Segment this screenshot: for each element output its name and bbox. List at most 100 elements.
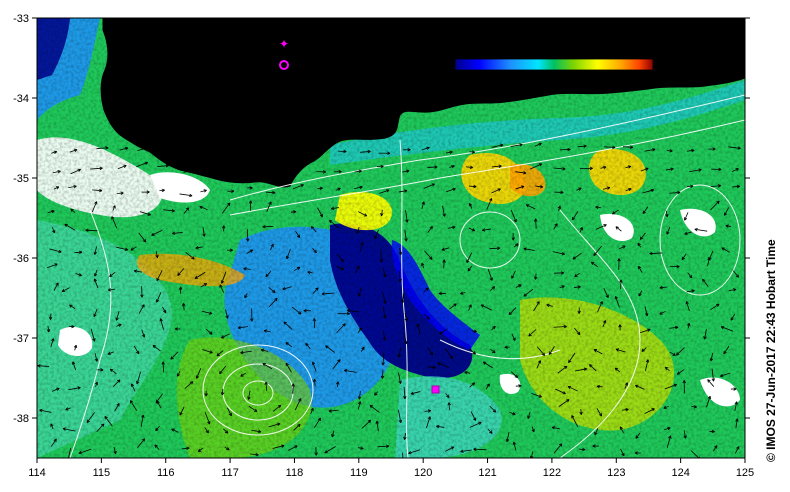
current-vector-head	[260, 348, 265, 353]
current-vector-head	[73, 148, 78, 153]
current-vector	[379, 189, 390, 194]
current-vector-head	[159, 318, 163, 322]
current-vector-head	[614, 367, 619, 371]
current-vector-head	[113, 450, 117, 455]
lon-tick-label: 120	[414, 467, 432, 479]
lon-tick-label: 115	[93, 467, 111, 479]
current-vector	[707, 257, 710, 267]
current-vector-head	[512, 412, 516, 416]
current-vector	[644, 148, 656, 152]
current-vector	[489, 405, 496, 413]
current-vector-head	[578, 187, 582, 191]
current-vector-head	[398, 419, 403, 423]
current-vector-head	[615, 226, 619, 230]
current-vector-head	[611, 211, 616, 215]
current-vector	[179, 193, 193, 197]
current-vector	[704, 328, 707, 340]
current-vector	[508, 307, 517, 316]
current-vector-head	[109, 368, 114, 372]
argo-legend: Argo	[279, 58, 324, 72]
current-vector	[382, 353, 385, 366]
current-vector	[139, 211, 151, 216]
current-vector-head	[471, 150, 475, 154]
current-vector-head	[374, 392, 378, 396]
current-vector-head	[303, 308, 307, 313]
current-vector-head	[86, 419, 90, 423]
current-vector-head	[297, 423, 301, 428]
current-vector	[104, 416, 113, 427]
current-vector-head	[237, 325, 242, 330]
current-vector	[134, 270, 142, 273]
current-vector-head	[402, 462, 405, 465]
current-vector	[282, 286, 292, 290]
current-vector	[130, 246, 137, 251]
current-vector-head	[634, 451, 638, 455]
current-vector-head	[577, 310, 581, 314]
current-vector	[292, 383, 294, 394]
current-vector	[262, 363, 273, 370]
current-vector-head	[382, 315, 387, 319]
colorbar-tick-label: 3	[650, 75, 657, 89]
current-vector-head	[386, 189, 390, 193]
current-vector	[223, 428, 229, 434]
current-vector-head	[50, 423, 54, 427]
current-vector-head	[558, 443, 563, 447]
current-vector	[314, 379, 316, 387]
velocity-scale-arrow	[168, 86, 189, 94]
current-vector-head	[645, 359, 650, 363]
current-vector	[732, 185, 740, 188]
current-vector-head	[172, 231, 176, 235]
current-vector	[177, 267, 185, 276]
current-vector-head	[596, 384, 600, 389]
argo-label: Argo	[296, 58, 324, 72]
current-vector-head	[468, 203, 473, 207]
lon-tick-label: 125	[736, 467, 754, 479]
current-vector-head	[338, 170, 342, 174]
current-vector	[427, 347, 433, 356]
current-vector-head	[625, 407, 629, 412]
current-vector	[85, 229, 98, 232]
current-vector-head	[561, 252, 565, 256]
current-vector-head	[240, 350, 244, 355]
current-vector-head	[156, 277, 160, 282]
current-vector	[251, 429, 262, 433]
current-vector-head	[439, 331, 443, 335]
current-vector	[468, 304, 472, 311]
current-vector	[603, 146, 616, 148]
current-vector	[442, 206, 445, 217]
current-vector-head	[220, 392, 225, 396]
current-vector-head	[450, 446, 455, 450]
current-vector	[427, 366, 436, 369]
current-vector	[116, 246, 128, 251]
current-vector-head	[270, 243, 274, 248]
current-vector-head	[583, 367, 588, 371]
current-vector-head	[403, 436, 407, 440]
current-vector	[735, 418, 738, 429]
current-vector	[272, 404, 282, 412]
current-vector	[546, 304, 553, 307]
current-vector-head	[387, 151, 391, 155]
current-vector-head	[582, 447, 586, 452]
latitude-axis: -33-34-35-36-37-38	[13, 13, 750, 425]
current-vector-head	[151, 232, 155, 236]
current-vector-head	[356, 230, 360, 234]
current-vector-head	[197, 448, 202, 452]
current-vector	[638, 265, 643, 273]
current-vector-head	[478, 421, 482, 425]
current-vector	[94, 246, 97, 255]
current-vector-head	[107, 351, 111, 355]
current-vector-head	[385, 444, 390, 449]
current-vector-head	[112, 205, 116, 209]
current-vector	[398, 347, 402, 358]
current-vector-head	[380, 164, 384, 169]
current-vector-head	[489, 198, 493, 202]
current-vector	[640, 167, 649, 172]
current-vector	[487, 428, 493, 434]
current-vector	[467, 266, 472, 272]
current-vector-head	[723, 212, 728, 216]
current-vector	[141, 329, 145, 338]
current-vector-head	[145, 146, 149, 150]
current-vector-head	[221, 335, 225, 339]
current-vector-head	[78, 250, 83, 255]
colorbar-ticks: -3 -2 -1 0 1 2 3	[450, 70, 657, 89]
